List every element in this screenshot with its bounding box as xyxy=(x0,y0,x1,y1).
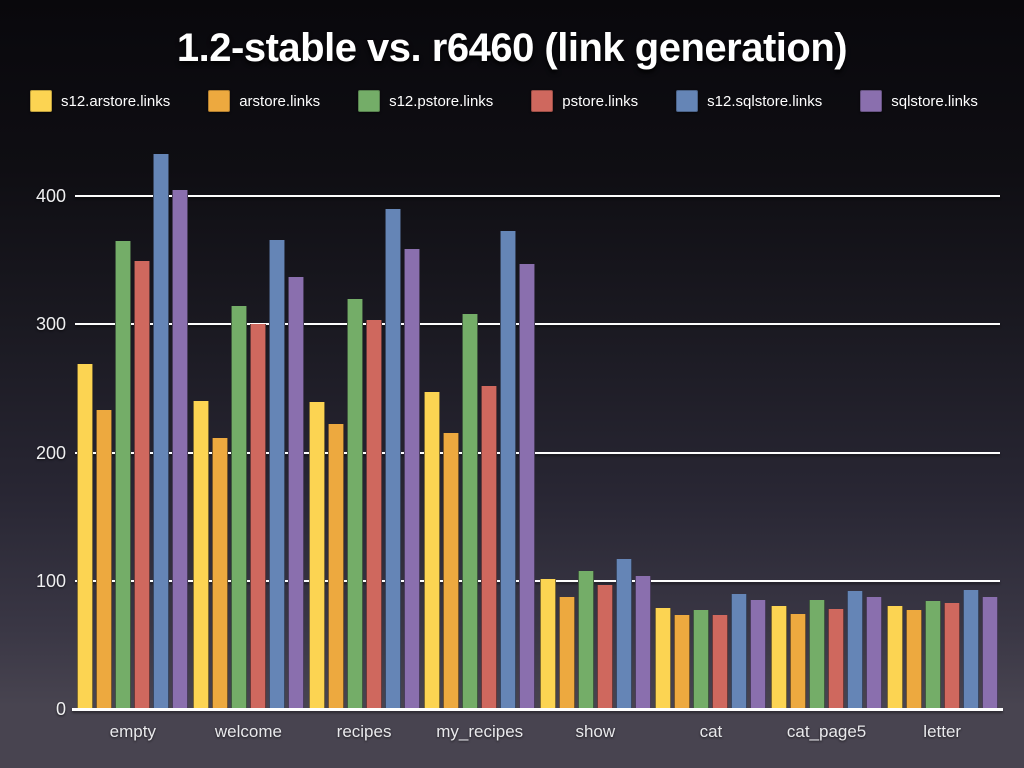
legend-item: s12.pstore.links xyxy=(358,90,493,112)
bar-recipes-s12.arstore.links xyxy=(308,402,325,709)
gridline-100 xyxy=(75,579,1000,582)
gridline-400 xyxy=(75,195,1000,197)
legend-label: arstore.links xyxy=(239,92,321,110)
bar-group-cat xyxy=(653,149,769,709)
x-category-label: letter xyxy=(923,722,962,741)
bar-my_recipes-sqlstore.links xyxy=(519,263,536,709)
gridline-300 xyxy=(75,323,1000,326)
bar-group-letter xyxy=(884,149,1000,709)
bar-recipes-pstore.links xyxy=(365,320,382,709)
bar-recipes-s12.sqlstore.links xyxy=(384,208,401,709)
bar-letter-sqlstore.links xyxy=(981,597,998,709)
legend-label: s12.arstore.links xyxy=(61,92,171,110)
bar-empty-sqlstore.links xyxy=(172,189,189,709)
bar-empty-arstore.links xyxy=(96,410,113,709)
legend-swatch-icon xyxy=(531,90,554,112)
bar-cat-pstore.links xyxy=(712,615,729,709)
y-tick-label: 0 xyxy=(55,699,66,719)
bar-group-welcome xyxy=(191,149,307,709)
bar-empty-s12.sqlstore.links xyxy=(153,153,170,709)
legend-label: pstore.links xyxy=(562,92,639,110)
bar-cat_page5-sqlstore.links xyxy=(866,597,883,709)
bar-welcome-s12.sqlstore.links xyxy=(268,239,285,709)
bar-show-s12.pstore.links xyxy=(577,570,594,709)
chart-title: 1.2-stable vs. r6460 (link generation) xyxy=(176,26,848,70)
legend-item: sqlstore.links xyxy=(860,90,978,112)
bar-group-show xyxy=(538,149,654,709)
x-axis-line xyxy=(72,708,1003,711)
bar-welcome-s12.arstore.links xyxy=(192,401,209,709)
plot-area xyxy=(72,149,1003,711)
gridline-200 xyxy=(75,451,1000,454)
bar-recipes-arstore.links xyxy=(327,424,344,709)
legend-item: s12.sqlstore.links xyxy=(676,90,822,112)
bar-my_recipes-pstore.links xyxy=(481,385,498,709)
x-category-label: cat_page5 xyxy=(786,722,867,741)
bar-my_recipes-arstore.links xyxy=(443,433,460,709)
bar-cat-s12.arstore.links xyxy=(655,607,672,709)
bar-recipes-s12.pstore.links xyxy=(346,298,363,709)
bar-my_recipes-s12.pstore.links xyxy=(462,314,479,709)
y-tick-label: 300 xyxy=(35,314,66,335)
legend-swatch-icon xyxy=(676,90,699,112)
bar-show-sqlstore.links xyxy=(634,575,651,709)
y-tick-label: 200 xyxy=(35,442,66,463)
bar-show-pstore.links xyxy=(596,584,613,709)
bar-cat-s12.sqlstore.links xyxy=(731,593,748,709)
legend-label: s12.sqlstore.links xyxy=(707,92,823,110)
bar-empty-pstore.links xyxy=(134,261,151,709)
bar-cat-sqlstore.links xyxy=(750,600,767,709)
bar-welcome-pstore.links xyxy=(249,324,266,709)
bar-welcome-s12.pstore.links xyxy=(230,306,247,709)
bar-welcome-arstore.links xyxy=(211,438,228,709)
bar-my_recipes-s12.sqlstore.links xyxy=(500,230,517,709)
y-tick-label: 400 xyxy=(35,186,66,206)
bar-show-s12.sqlstore.links xyxy=(615,558,632,709)
legend-item: s12.arstore.links xyxy=(30,90,170,112)
x-category-label: show xyxy=(575,722,616,741)
bar-group-empty xyxy=(75,149,191,709)
x-category-label: welcome xyxy=(214,722,282,741)
bar-welcome-sqlstore.links xyxy=(287,276,304,709)
bar-group-cat_page5 xyxy=(769,149,885,709)
bar-empty-s12.pstore.links xyxy=(115,240,132,709)
legend: s12.arstore.links arstore.links s12.pstore… xyxy=(30,90,978,112)
bar-my_recipes-s12.arstore.links xyxy=(424,392,441,709)
legend-swatch-icon xyxy=(860,90,883,112)
legend-item: arstore.links xyxy=(208,90,320,112)
bar-cat_page5-pstore.links xyxy=(828,608,845,709)
legend-label: sqlstore.links xyxy=(891,92,978,110)
bar-cat-arstore.links xyxy=(674,615,691,709)
legend-swatch-icon xyxy=(358,90,381,112)
legend-swatch-icon xyxy=(208,90,231,112)
y-tick-label: 100 xyxy=(35,570,66,591)
bar-group-recipes xyxy=(306,149,422,709)
bar-show-arstore.links xyxy=(558,597,575,709)
bar-letter-pstore.links xyxy=(943,602,960,709)
legend-item: pstore.links xyxy=(531,90,638,112)
bar-letter-s12.pstore.links xyxy=(924,601,941,709)
x-category-label: empty xyxy=(109,722,156,741)
bar-cat-s12.pstore.links xyxy=(693,610,710,709)
bar-cat_page5-s12.pstore.links xyxy=(809,600,826,709)
bar-group-my_recipes xyxy=(422,149,538,709)
bar-letter-s12.arstore.links xyxy=(886,606,903,709)
bar-empty-s12.arstore.links xyxy=(77,364,94,709)
bar-recipes-sqlstore.links xyxy=(403,248,420,709)
bar-show-s12.arstore.links xyxy=(539,579,556,709)
bar-letter-s12.sqlstore.links xyxy=(962,589,979,709)
x-category-label: my_recipes xyxy=(436,722,524,741)
bar-cat_page5-arstore.links xyxy=(790,614,807,709)
bar-cat_page5-s12.sqlstore.links xyxy=(847,591,864,709)
x-category-label: cat xyxy=(699,722,723,741)
legend-label: s12.pstore.links xyxy=(389,92,494,110)
bar-letter-arstore.links xyxy=(905,610,922,709)
bar-cat_page5-s12.arstore.links xyxy=(771,606,788,709)
x-category-label: recipes xyxy=(336,722,392,741)
legend-swatch-icon xyxy=(30,90,52,112)
